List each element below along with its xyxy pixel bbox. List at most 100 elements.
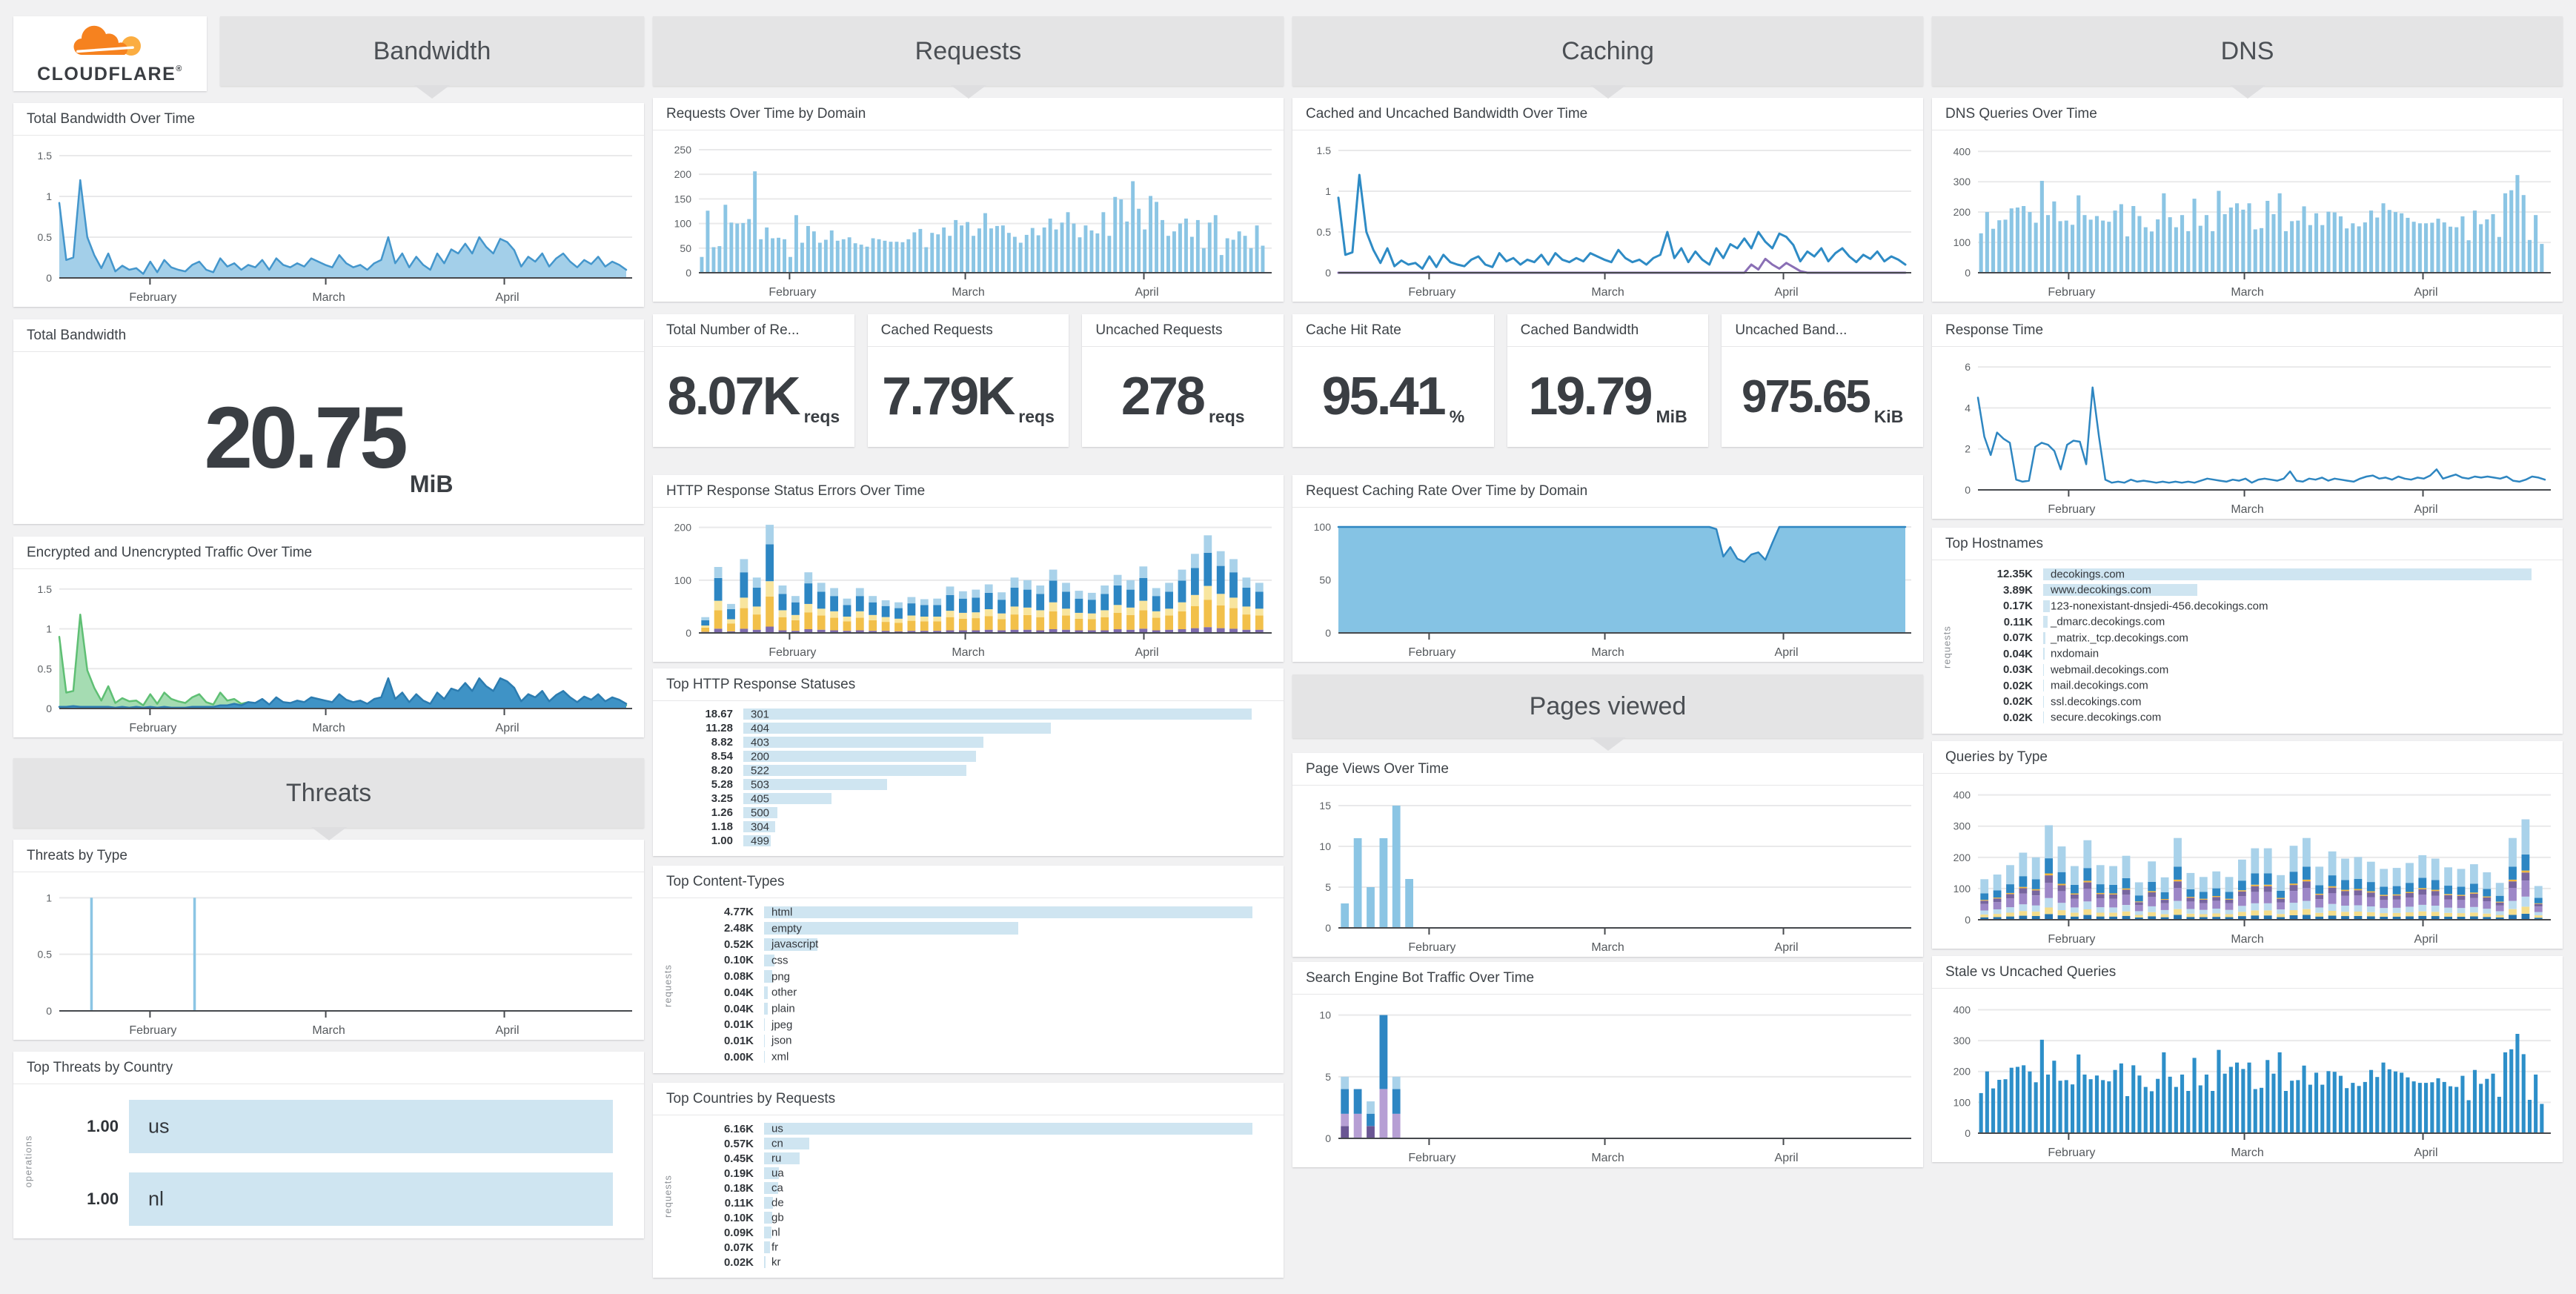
content-types-list: 4.77K html 2.48K empty 0.52K javascript 0.10K c… [687,904,1270,1065]
chart-requests-over-time: 0 50 100 150 200 250 February March April [653,130,1284,301]
list-item: 0.18K ca [687,1181,1270,1195]
panel-response-time: Response Time 0 2 4 6 February March April [1932,314,2563,519]
svg-text:1.5: 1.5 [1317,145,1332,156]
list-item-bar [2043,711,2044,724]
svg-text:0: 0 [1965,484,1971,496]
svg-text:0: 0 [686,267,691,279]
panel-top-countries: Top Countries by Requests requests 6.16K… [653,1083,1284,1278]
stat-card-body: 19.79 MiB [1507,347,1709,446]
list-item-label: json [771,1034,792,1047]
chart-http-errors: 0 100 200 February March April [653,508,1284,661]
y-axis-label: operations [22,1135,34,1187]
panel-title: Queries by Type [1932,741,2563,774]
statuses-list-body: 18.67 301 11.28 404 8.82 403 8.54 200 8.20 522 5.2… [653,701,1284,855]
list-item-bar [2043,584,2197,597]
stat-card-cached-requests: Cached Requests 7.79K reqs [867,314,1069,447]
list-item-bar-track: cn [764,1137,1270,1150]
svg-text:0.5: 0.5 [38,663,53,674]
list-item: 0.01K json [687,1033,1270,1049]
panel-title: Total Bandwidth [13,319,644,352]
list-item-bar-track: 499 [743,835,1270,847]
list-item-label: ru [771,1152,782,1165]
column-dns: DNS DNS Queries Over Time 0 100 200 300 400 F… [1932,16,2563,1278]
list-item-bar-track: us [764,1122,1270,1135]
list-item: 8.54 200 [666,749,1270,763]
panel-title: Requests Over Time by Domain [653,98,1284,130]
svg-text:February: February [2048,503,2095,516]
list-item-value: 0.01K [723,1018,754,1032]
panel-total-bandwidth: Total Bandwidth 20.75 MiB [13,319,644,524]
list-item-bar-track: _dmarc.decokings.com [2043,615,2549,630]
list-item: 0.52K javascript [687,936,1270,952]
list-item-value: 12.35K [1996,568,2033,581]
svg-text:200: 200 [1953,206,1971,218]
svg-text:February: February [2048,933,2095,946]
list-item-label: jpeg [771,1018,793,1032]
stat-unit: reqs [1208,407,1245,426]
stat-value: 19.79 [1528,367,1653,426]
list-item: 1.00 nl [47,1172,631,1227]
list-item-label: 522 [751,764,770,777]
list-item: 0.02K kr [687,1255,1270,1270]
section-pointer [2229,85,2265,99]
stat-card-uncached-bandwidth: Uncached Band... 975.65 KiB [1722,314,1924,447]
list-item-label: 200 [751,750,770,763]
svg-text:March: March [1591,941,1624,954]
list-item-value: 0.08K [723,970,754,983]
list-item-bar [743,835,771,846]
list-item-bar [764,1002,769,1015]
list-item-bar [764,922,1018,935]
list-item-bar [2043,600,2050,612]
svg-text:0.5: 0.5 [38,231,53,243]
svg-text:April: April [1135,286,1159,299]
list-item-label: 301 [751,708,770,720]
panel-top-threats-by-country: Top Threats by Country operations 1.00 us… [13,1052,644,1238]
svg-text:February: February [2048,1147,2095,1159]
list-item-label: ca [771,1181,783,1195]
list-item-value: 1.00 [87,1117,119,1135]
panel-cached-uncached-bandwidth: Cached and Uncached Bandwidth Over Time … [1292,98,1923,302]
stat-card-body: 278 reqs [1082,347,1284,446]
svg-text:50: 50 [1319,574,1331,586]
list-item-bar [2043,568,2532,580]
panel-title: Cached and Uncached Bandwidth Over Time [1292,98,1923,130]
panel-title: Top Hostnames [1932,528,2563,560]
list-item-label: fr [771,1241,779,1254]
list-item-value: 0.17K [2002,600,2033,613]
stat-card-uncached-requests: Uncached Requests 278 reqs [1082,314,1284,447]
svg-text:February: February [1408,286,1455,299]
section-header-requests: Requests [653,16,1284,99]
list-item-bar-track: ru [764,1152,1270,1165]
chart-threats-by-type: 0 0.5 1 February March April [13,872,644,1039]
stat-card-title: Cached Bandwidth [1507,314,1709,347]
svg-text:200: 200 [1953,852,1971,863]
svg-text:February: February [1408,1152,1455,1164]
list-item-bar-track: other [764,986,1270,1001]
list-item-bar-track: 500 [743,806,1270,819]
list-item-bar [743,723,1051,734]
list-item-label: empty [771,922,802,935]
panel-top-hostnames: Top Hostnames requests 12.35K decokings.c… [1932,528,2563,734]
chart-encrypted-unencrypted-traffic: 0 0.5 1 1.5 February March April [13,569,644,737]
svg-text:February: February [1408,646,1455,659]
list-item: 2.48K empty [687,920,1270,937]
stat-value: 975.65 [1742,371,1871,422]
statuses-list: 18.67 301 11.28 404 8.82 403 8.54 200 8.20 522 5.2… [666,707,1270,848]
list-item-label: kr [771,1255,781,1269]
column-caching: Caching Cached and Uncached Bandwidth Ov… [1292,16,1924,1278]
panel-dns-queries: DNS Queries Over Time 0 100 200 300 400 Febru… [1932,98,2563,302]
stat-unit: KiB [1873,407,1904,426]
list-item-bar-track: _matrix._tcp.decokings.com [2043,631,2549,646]
list-item-bar [764,1227,771,1238]
svg-text:March: March [2231,933,2263,946]
list-item: 0.19K ua [687,1166,1270,1181]
svg-text:April: April [2414,286,2438,299]
list-item-value: 0.19K [723,1167,754,1180]
panel-threats-by-type: Threats by Type 0 0.5 1 February March April [13,840,644,1040]
cloudflare-logo: CLOUDFLARE® [13,16,207,91]
hostnames-list-body: requests 12.35K decokings.com 3.89K www.dec… [1932,560,2563,733]
list-item-bar [764,1018,766,1032]
total-bandwidth-stat: 20.75 MiB [13,352,644,523]
list-item: 6.16K us [687,1121,1270,1136]
stat-value: 7.79K [882,367,1015,426]
